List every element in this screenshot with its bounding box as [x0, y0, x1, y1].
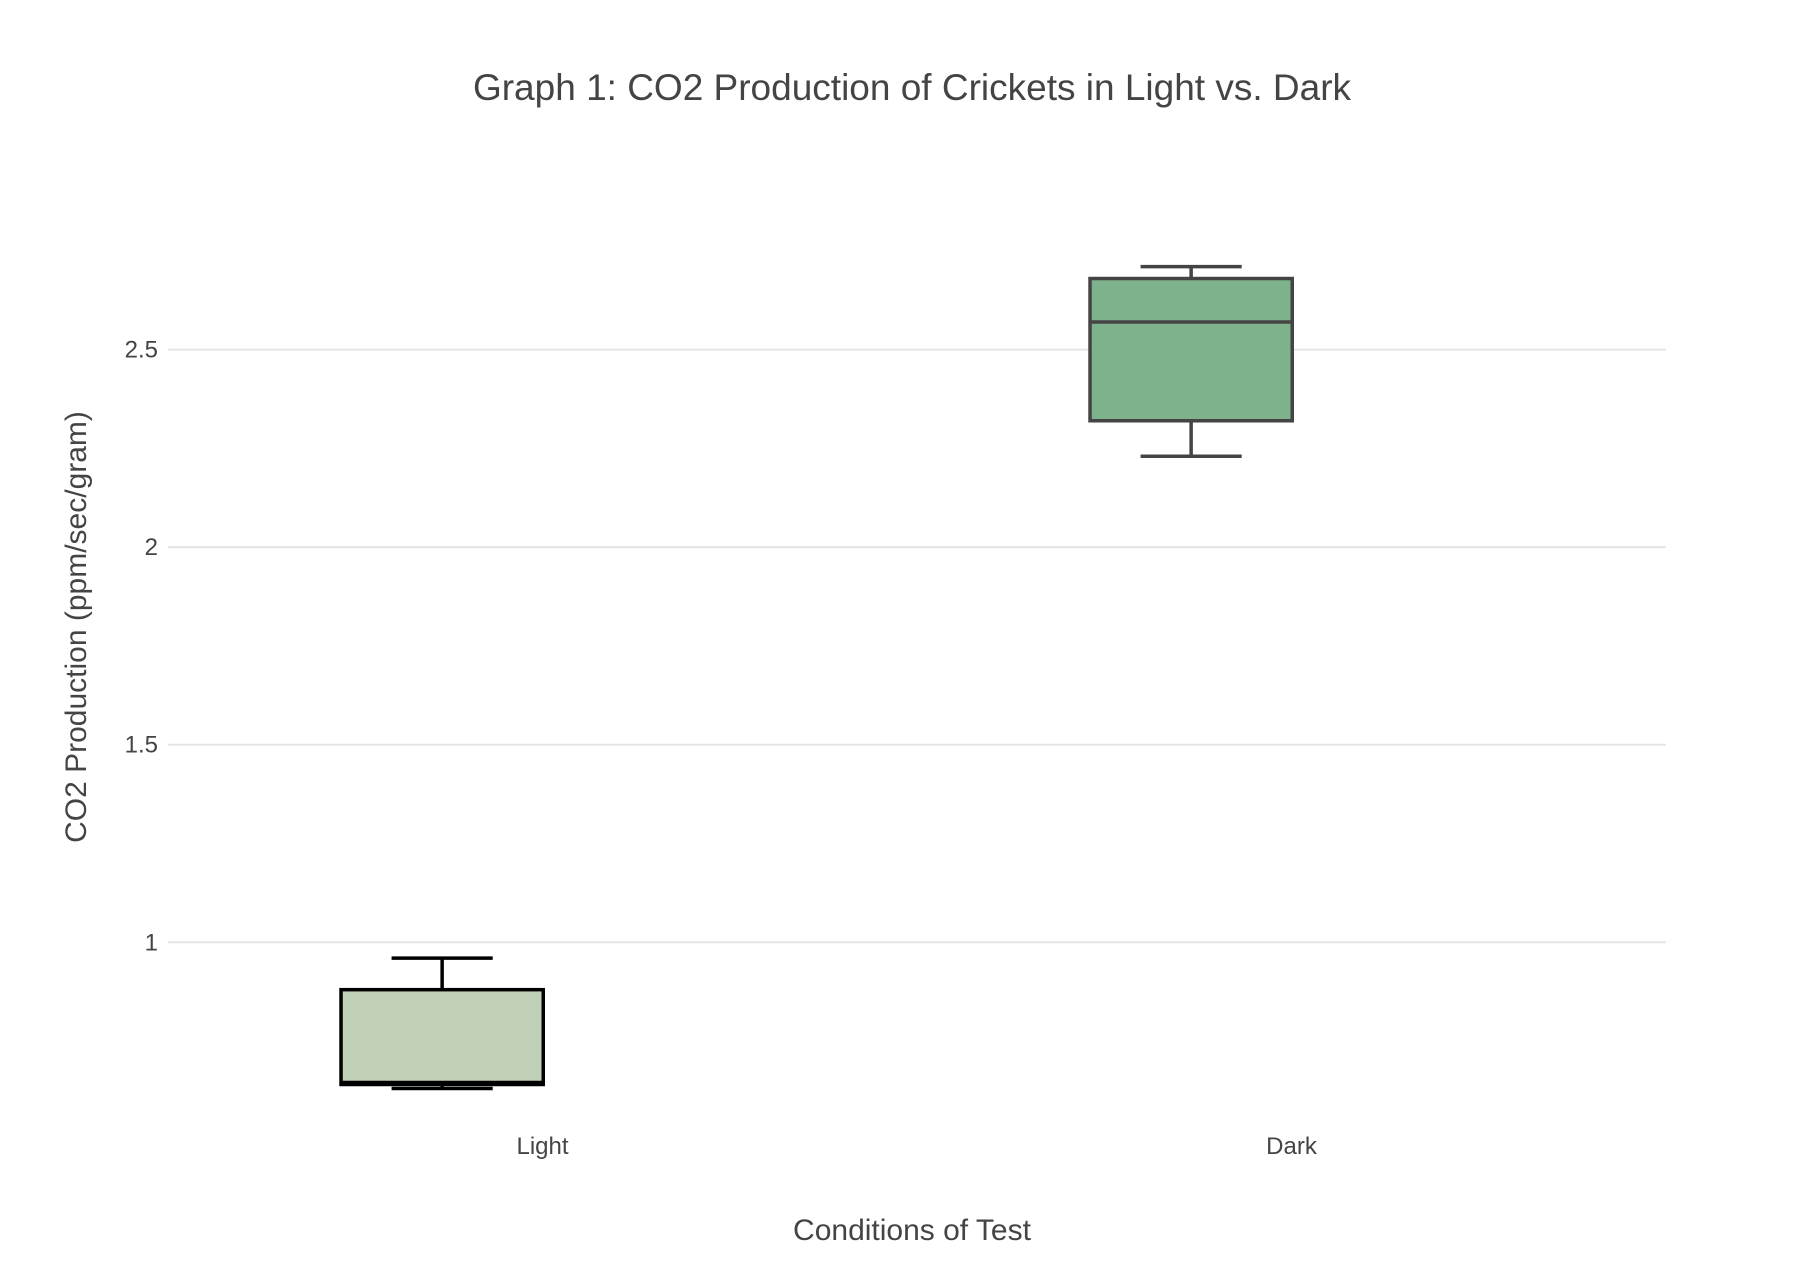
- y-tick-label: 1.5: [125, 732, 158, 759]
- iqr-box: [1088, 276, 1294, 423]
- grid-layer: [168, 348, 1666, 944]
- x-axis-ticks: Light Dark: [516, 1133, 1317, 1160]
- x-tick-label: Dark: [1266, 1133, 1318, 1160]
- x-axis-title: Conditions of Test: [793, 1214, 1032, 1247]
- y-tick-label: 1: [145, 929, 158, 956]
- x-tick-label: Light: [516, 1133, 568, 1160]
- y-tick-label: 2.5: [125, 337, 158, 364]
- y-tick-label: 2: [145, 534, 158, 561]
- box-plots: [339, 264, 1294, 1091]
- box-light: [339, 956, 545, 1091]
- box-dark: [1088, 264, 1294, 459]
- y-axis-title: CO2 Production (ppm/sec/gram): [60, 411, 93, 843]
- iqr-box: [339, 987, 545, 1087]
- chart-title: Graph 1: CO2 Production of Crickets in L…: [473, 67, 1352, 108]
- y-axis-ticks: 1 1.5 2 2.5: [125, 337, 158, 957]
